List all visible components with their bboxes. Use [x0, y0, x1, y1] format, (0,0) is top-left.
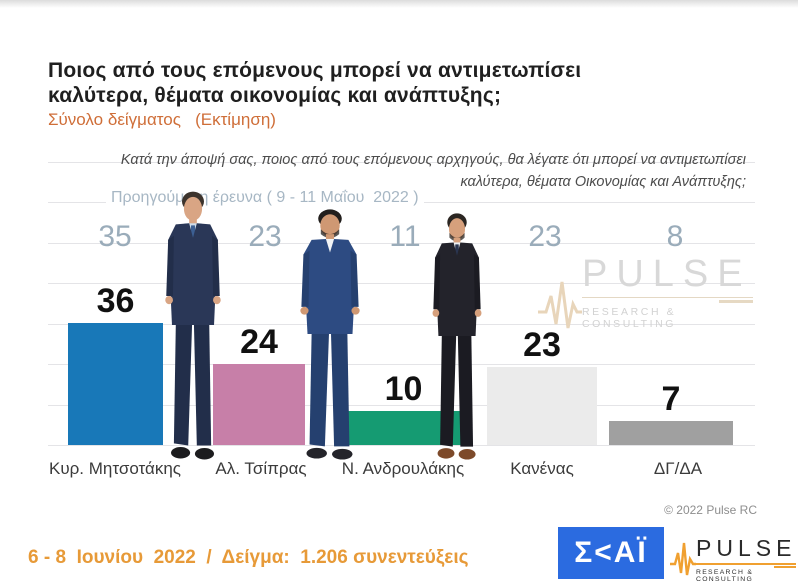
chart-bar: [213, 363, 305, 445]
skai-logo-text: Σ<ΑΪ: [574, 536, 648, 569]
previous-value-label: 8: [666, 220, 684, 253]
sample-subtitle: Σύνολο δείγματος (Εκτίμηση): [48, 110, 276, 129]
chart-gridline: [48, 283, 755, 284]
chart-gridline: [48, 323, 755, 325]
copyright-note: © 2022 Pulse RC: [664, 503, 757, 517]
chart-bar: [609, 421, 733, 445]
pulse-watermark: PULSE RESEARCH & CONSULTING: [538, 255, 753, 335]
fieldwork-info: 6 - 8 Ιουνίου 2022 / Δείγμα: 1.206 συνεν…: [28, 547, 469, 568]
pulse-heartbeat-icon: [538, 281, 582, 329]
category-label: Κυρ. Μητσοτάκης: [49, 459, 181, 478]
survey-question-line1: Κατά την άποψή σας, ποιος από τους επόμε…: [120, 152, 746, 168]
category-label: Ν. Ανδρουλάκης: [341, 459, 465, 478]
survey-question-line2: καλύτερα, θέματα Οικονομίας και Ανάπτυξη…: [460, 174, 746, 190]
watermark-brand: PULSE: [582, 255, 753, 298]
page-title: Ποιος από τους επόμενους μπορεί να αντιμ…: [48, 58, 581, 108]
previous-value-label: 11: [389, 220, 421, 253]
chart-gridline: [48, 161, 755, 163]
chart-gridline: [48, 364, 755, 365]
chart-gridline: [48, 242, 755, 244]
politician-photo-mitsotakis: [165, 191, 221, 460]
previous-value-label: 23: [528, 220, 562, 253]
chart-bar: [487, 367, 597, 445]
page-title-line2: καλύτερα, θέματα οικονομίας και ανάπτυξη…: [48, 84, 502, 107]
skai-logo: Σ<ΑΪ: [558, 527, 664, 579]
previous-value-label: 23: [248, 220, 282, 253]
category-label: Κανένας: [510, 459, 574, 478]
pulse-logo-tagline: RESEARCH & CONSULTING: [696, 569, 754, 583]
top-edge-shade: [0, 0, 798, 8]
bar-value-label: 24: [240, 322, 278, 361]
chart-gridline: [48, 445, 755, 446]
page-title-line1: Ποιος από τους επόμενους μπορεί να αντιμ…: [48, 59, 582, 82]
bar-value-label: 7: [661, 380, 681, 419]
chart-gridline: [48, 404, 755, 406]
pulse-heartbeat-icon: [670, 542, 696, 576]
politician-photo-androulakis: [432, 213, 482, 460]
category-label: Αλ. Τσίπρας: [215, 459, 307, 478]
chart-bar: [68, 323, 163, 445]
watermark-small-mark: [582, 300, 753, 304]
pulse-logo-brand: PULSE: [696, 537, 797, 565]
bar-value-label: 10: [384, 370, 423, 409]
bar-value-label: 23: [523, 326, 561, 365]
pulse-logo: PULSE RESEARCH & CONSULTING: [670, 523, 797, 583]
category-label: ΔΓ/ΔΑ: [653, 459, 703, 478]
pulse-logo-small-mark: [696, 566, 797, 568]
watermark-tagline: RESEARCH & CONSULTING: [582, 306, 677, 330]
survey-question: Κατά την άποψή σας, ποιος από τους επόμε…: [106, 149, 746, 193]
bar-value-label: 36: [96, 282, 135, 321]
previous-value-label: 35: [98, 220, 132, 253]
politician-photo-tsipras: [300, 209, 360, 460]
